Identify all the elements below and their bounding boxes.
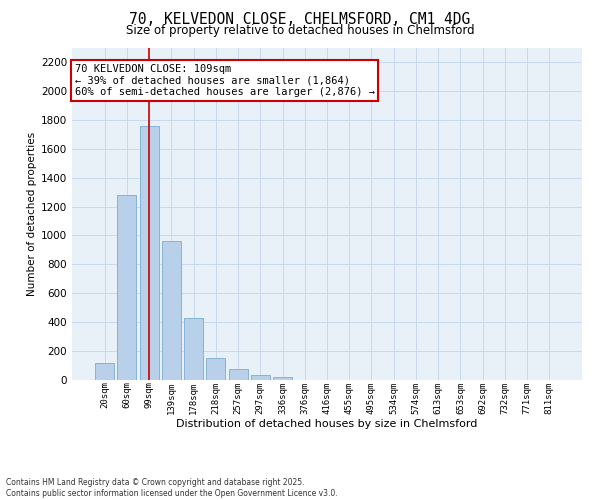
Text: 70, KELVEDON CLOSE, CHELMSFORD, CM1 4DG: 70, KELVEDON CLOSE, CHELMSFORD, CM1 4DG bbox=[130, 12, 470, 28]
Text: Contains HM Land Registry data © Crown copyright and database right 2025.
Contai: Contains HM Land Registry data © Crown c… bbox=[6, 478, 338, 498]
Bar bbox=[229, 369, 248, 380]
Text: 70 KELVEDON CLOSE: 109sqm
← 39% of detached houses are smaller (1,864)
60% of se: 70 KELVEDON CLOSE: 109sqm ← 39% of detac… bbox=[74, 64, 374, 98]
Bar bbox=[206, 358, 225, 380]
Y-axis label: Number of detached properties: Number of detached properties bbox=[27, 132, 37, 296]
Bar bbox=[273, 377, 292, 380]
X-axis label: Distribution of detached houses by size in Chelmsford: Distribution of detached houses by size … bbox=[176, 419, 478, 429]
Bar bbox=[251, 375, 270, 380]
Bar bbox=[162, 241, 181, 380]
Bar bbox=[95, 362, 114, 380]
Text: Size of property relative to detached houses in Chelmsford: Size of property relative to detached ho… bbox=[125, 24, 475, 37]
Bar bbox=[140, 126, 158, 380]
Bar bbox=[118, 195, 136, 380]
Bar bbox=[184, 318, 203, 380]
